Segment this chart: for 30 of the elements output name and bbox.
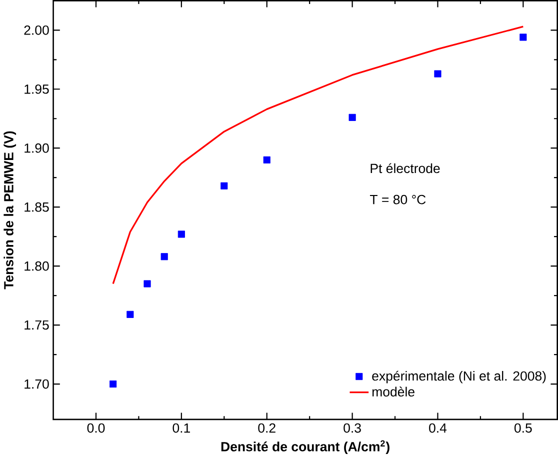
y-tick-label: 1.75 [24,320,49,330]
point [434,70,442,78]
y-axis-title: Tension de la PEMWE (V) [4,131,16,290]
point [263,156,270,164]
point [220,182,228,190]
point [178,230,185,238]
y-tick-label: 1.90 [24,144,49,153]
point [160,253,168,260]
y-tick-label: 1.85 [24,202,49,212]
x-tick-label: 0.2 [258,423,276,433]
x-tick-label: 0.1 [172,423,190,433]
point [110,380,117,388]
x-tick-label: 0.3 [344,423,361,433]
annotation: Pt électrode [370,163,440,174]
y-tick-label: 1.80 [24,262,49,271]
x-tick-label: 0.4 [429,423,447,433]
x-tick-label: 0.5 [514,423,532,433]
y-tick-label: 2.00 [24,26,49,35]
annotation: T = 80 °C [370,195,426,204]
legend-label: modèle [372,386,414,397]
point [348,114,356,122]
point [126,311,134,318]
x-axis-title: Densité de courant (A/cm$^{2}$) [221,440,390,454]
x-tick-label: 0.0 [87,423,105,433]
point [144,280,151,288]
y-tick-label: 1.95 [24,84,49,94]
line-series [112,26,524,285]
legend-label: expérimentale (Ni et al. 2008) [372,370,546,384]
y-tick-label: 1.70 [24,380,49,389]
point [520,34,527,41]
